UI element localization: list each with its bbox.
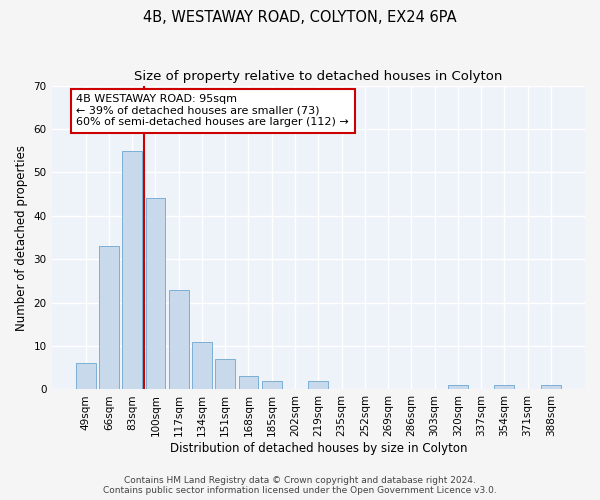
- Bar: [239, 376, 259, 390]
- Bar: [308, 381, 328, 390]
- Bar: [494, 385, 514, 390]
- Bar: [192, 342, 212, 390]
- Y-axis label: Number of detached properties: Number of detached properties: [15, 144, 28, 330]
- Bar: [262, 381, 281, 390]
- Bar: [76, 364, 95, 390]
- Bar: [448, 385, 468, 390]
- Text: 4B WESTAWAY ROAD: 95sqm
← 39% of detached houses are smaller (73)
60% of semi-de: 4B WESTAWAY ROAD: 95sqm ← 39% of detache…: [76, 94, 349, 128]
- Text: Contains HM Land Registry data © Crown copyright and database right 2024.
Contai: Contains HM Land Registry data © Crown c…: [103, 476, 497, 495]
- X-axis label: Distribution of detached houses by size in Colyton: Distribution of detached houses by size …: [170, 442, 467, 455]
- Bar: [215, 359, 235, 390]
- Bar: [541, 385, 561, 390]
- Bar: [122, 150, 142, 390]
- Text: 4B, WESTAWAY ROAD, COLYTON, EX24 6PA: 4B, WESTAWAY ROAD, COLYTON, EX24 6PA: [143, 10, 457, 25]
- Bar: [99, 246, 119, 390]
- Bar: [146, 198, 166, 390]
- Bar: [169, 290, 188, 390]
- Title: Size of property relative to detached houses in Colyton: Size of property relative to detached ho…: [134, 70, 502, 83]
